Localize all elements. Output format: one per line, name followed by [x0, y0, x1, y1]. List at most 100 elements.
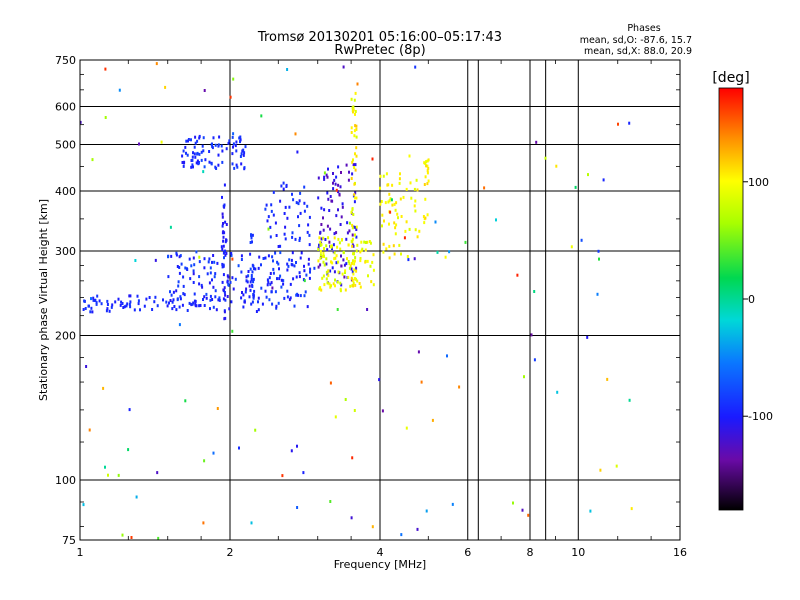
data-point — [248, 295, 251, 299]
data-point — [277, 301, 280, 305]
data-point — [400, 215, 403, 218]
data-point — [279, 251, 282, 255]
data-point — [169, 299, 172, 302]
data-point — [222, 230, 225, 234]
data-point — [425, 164, 428, 168]
data-point — [192, 256, 195, 260]
data-point — [344, 288, 347, 292]
data-point — [250, 521, 253, 525]
data-point — [355, 146, 358, 150]
data-point — [335, 231, 338, 235]
data-point — [393, 202, 396, 206]
data-point — [427, 166, 430, 170]
data-point — [267, 254, 270, 258]
data-point — [82, 308, 85, 311]
data-point — [179, 254, 182, 258]
data-point — [183, 293, 186, 297]
data-point — [207, 260, 210, 264]
data-point — [422, 215, 425, 218]
data-point — [307, 223, 310, 227]
data-point — [333, 251, 336, 255]
data-point — [394, 208, 397, 212]
data-point — [423, 221, 426, 225]
data-point — [286, 289, 289, 293]
data-point — [355, 269, 358, 273]
data-point — [319, 263, 322, 267]
data-point — [271, 255, 274, 259]
data-point — [446, 354, 448, 358]
data-point — [388, 256, 391, 260]
data-point — [385, 247, 388, 251]
colorbar-ticks: -100 0 100 — [743, 176, 773, 423]
data-point — [281, 474, 284, 478]
data-point — [284, 225, 287, 229]
data-point — [291, 192, 293, 196]
data-point — [355, 196, 358, 200]
data-point — [172, 290, 175, 294]
data-point — [351, 208, 354, 211]
data-point — [106, 303, 109, 306]
data-point — [351, 172, 354, 176]
data-point — [303, 185, 306, 189]
data-point — [555, 164, 558, 168]
data-point — [191, 158, 194, 162]
data-point — [154, 295, 157, 299]
data-point — [262, 257, 265, 260]
data-point — [279, 274, 282, 278]
data-point — [381, 213, 384, 217]
data-point — [350, 131, 353, 134]
data-point — [335, 175, 338, 179]
data-point — [201, 144, 204, 148]
data-point — [272, 190, 275, 194]
data-point — [283, 232, 286, 236]
data-point — [275, 306, 278, 310]
data-point — [260, 286, 263, 290]
data-point — [345, 262, 348, 266]
data-point — [319, 249, 322, 253]
data-point — [243, 151, 246, 155]
data-point — [221, 160, 224, 164]
data-point — [332, 181, 334, 185]
data-point — [209, 266, 212, 270]
data-point — [175, 308, 178, 312]
data-point — [317, 176, 320, 180]
data-point — [298, 275, 301, 279]
data-point — [352, 213, 355, 216]
data-point — [239, 138, 242, 142]
data-point — [423, 161, 426, 165]
data-point — [299, 211, 302, 215]
data-point — [306, 305, 309, 309]
data-point — [247, 274, 250, 278]
data-point — [343, 263, 346, 267]
data-point — [186, 309, 189, 312]
data-point — [338, 241, 341, 245]
data-point — [371, 157, 374, 161]
data-point — [321, 276, 324, 280]
data-point — [354, 112, 356, 116]
data-point — [139, 308, 141, 312]
colorbar-tick-label: -100 — [748, 410, 773, 423]
data-point — [359, 257, 362, 260]
data-point — [170, 254, 173, 258]
y-axis-label: Stationary phase Virtual Height [km] — [37, 199, 50, 401]
data-point — [252, 296, 255, 300]
data-point — [354, 110, 357, 113]
data-point — [372, 268, 375, 272]
data-point — [106, 307, 109, 311]
data-point — [194, 299, 197, 303]
data-point — [278, 267, 280, 271]
data-point — [290, 449, 293, 453]
data-point — [350, 239, 353, 243]
data-point — [194, 135, 197, 139]
data-point — [294, 132, 297, 136]
data-point — [415, 178, 418, 182]
data-point — [274, 221, 277, 225]
data-point — [586, 335, 589, 339]
data-point — [391, 203, 394, 207]
data-point — [512, 501, 514, 505]
data-point — [240, 296, 243, 300]
data-point — [126, 302, 129, 306]
data-point — [223, 286, 226, 290]
data-point — [128, 303, 131, 306]
data-point — [222, 297, 225, 301]
